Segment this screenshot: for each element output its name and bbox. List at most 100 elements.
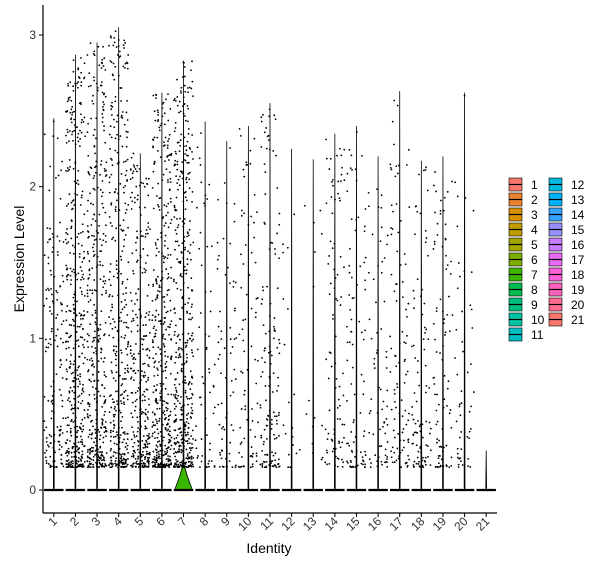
point — [49, 442, 52, 445]
point — [137, 369, 140, 372]
point — [165, 205, 168, 208]
point — [136, 298, 139, 301]
point — [148, 462, 150, 465]
point — [103, 275, 105, 278]
point — [174, 159, 177, 162]
point — [79, 318, 82, 320]
point — [176, 258, 179, 260]
point — [79, 458, 82, 461]
point — [375, 301, 377, 304]
point — [183, 381, 186, 384]
point — [336, 417, 339, 420]
point — [103, 103, 105, 106]
point — [112, 336, 115, 339]
point — [261, 356, 263, 359]
jitter-points-5 — [129, 152, 151, 469]
point — [179, 444, 182, 447]
point — [425, 328, 428, 331]
point — [65, 232, 67, 234]
point — [173, 334, 176, 336]
point — [175, 351, 178, 354]
point — [155, 279, 158, 282]
point — [267, 139, 270, 142]
point — [86, 292, 89, 295]
point — [360, 331, 363, 334]
point — [102, 286, 104, 289]
point — [154, 360, 157, 363]
point — [190, 435, 192, 438]
point — [68, 424, 70, 427]
point — [110, 108, 113, 111]
point — [435, 190, 438, 193]
point — [186, 310, 188, 313]
point — [98, 462, 101, 465]
point — [86, 415, 89, 418]
point — [163, 141, 165, 144]
legend-label: 8 — [531, 283, 538, 297]
point — [75, 182, 78, 185]
point — [441, 428, 444, 430]
point — [164, 338, 167, 341]
point — [183, 421, 185, 424]
point — [87, 416, 90, 419]
point — [333, 268, 336, 271]
point — [183, 191, 186, 194]
point — [336, 465, 339, 468]
point — [89, 192, 91, 195]
point — [51, 232, 54, 235]
point — [176, 400, 179, 402]
point — [187, 132, 190, 135]
point — [417, 450, 420, 453]
point — [267, 351, 270, 354]
point — [461, 464, 464, 466]
point — [160, 323, 162, 325]
point — [339, 147, 341, 150]
point — [135, 170, 138, 173]
point — [68, 391, 71, 394]
point — [167, 211, 169, 214]
point — [380, 206, 383, 209]
jitter-points-19 — [432, 171, 454, 469]
point — [154, 437, 156, 440]
x-axis-ticks: 1 2 3 4 5 6 7 8 9 10 11 12 13 14 15 16 17 18 19 20 21 — [45, 513, 493, 534]
point — [118, 320, 121, 323]
point — [126, 398, 129, 401]
point — [199, 312, 202, 314]
point — [160, 252, 163, 255]
point — [373, 367, 376, 369]
point — [425, 420, 428, 423]
point — [178, 383, 181, 386]
point — [111, 101, 113, 104]
y-tick-label: 3 — [29, 28, 36, 42]
point — [142, 338, 145, 341]
point — [100, 160, 103, 162]
point — [169, 108, 172, 110]
point — [460, 390, 463, 393]
point — [96, 89, 99, 92]
point — [186, 258, 189, 261]
point — [140, 315, 142, 318]
point — [220, 338, 223, 341]
point — [191, 351, 194, 354]
point — [457, 466, 460, 468]
point — [117, 161, 120, 164]
point — [343, 266, 345, 269]
point — [277, 376, 279, 379]
point — [125, 287, 127, 289]
point — [159, 364, 162, 367]
point — [185, 176, 188, 179]
point — [100, 244, 103, 247]
point — [244, 318, 247, 321]
point — [181, 450, 184, 453]
point — [159, 382, 162, 385]
point — [260, 434, 263, 437]
point — [157, 275, 159, 278]
point — [45, 440, 48, 443]
point — [142, 393, 144, 396]
point — [376, 412, 379, 414]
point — [182, 443, 185, 445]
point — [151, 425, 154, 428]
point — [114, 206, 117, 208]
point — [127, 226, 129, 229]
point — [139, 254, 142, 257]
